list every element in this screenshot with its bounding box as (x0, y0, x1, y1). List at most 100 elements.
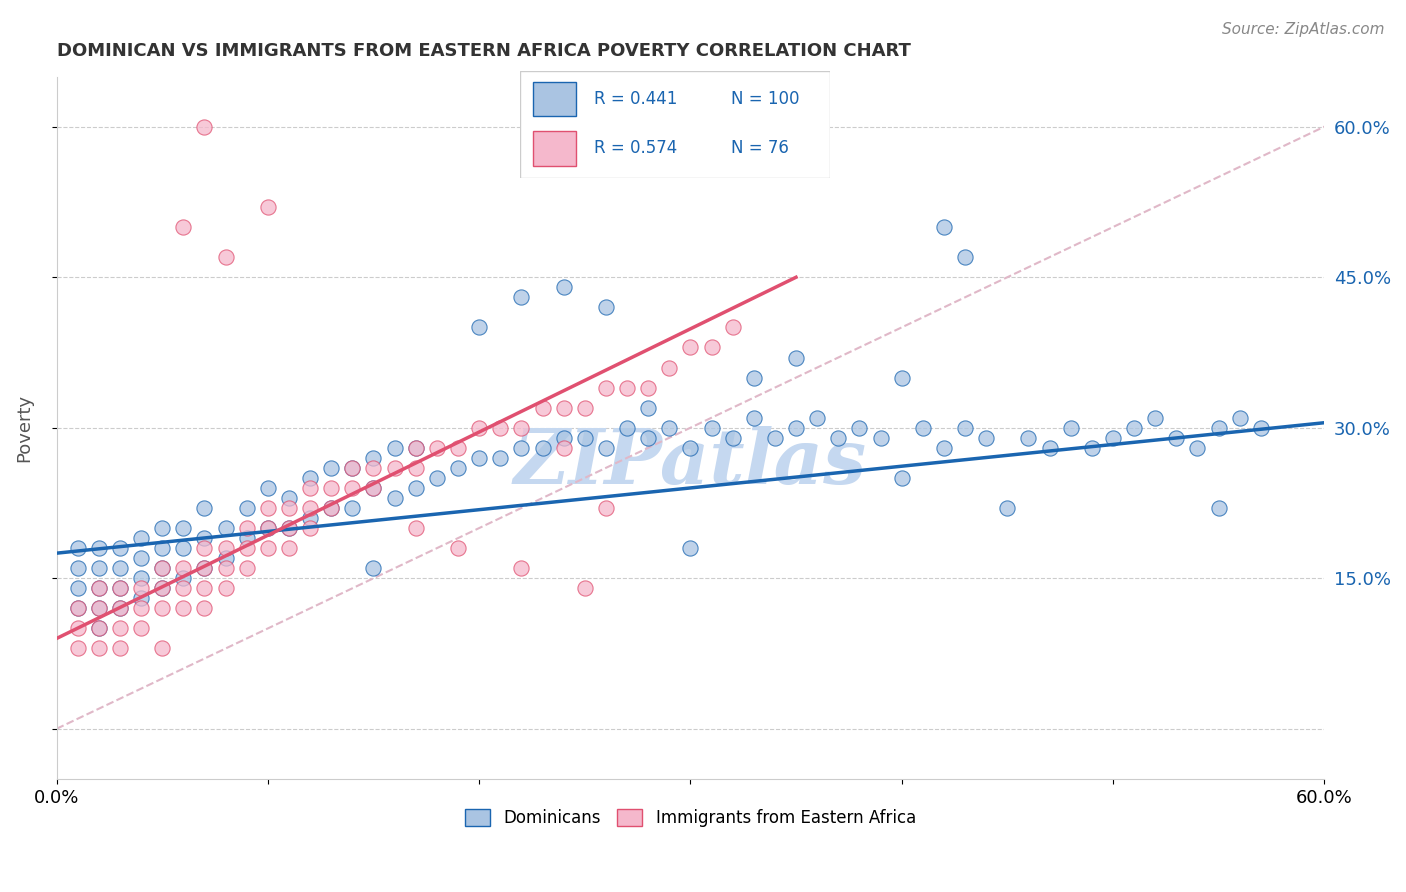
Text: N = 100: N = 100 (731, 90, 799, 108)
Point (405, 461, 427, 475)
Point (595, 301, 617, 315)
Point (108, 582, 131, 596)
Point (384, 461, 406, 475)
Point (150, 521, 173, 535)
Point (129, 531, 152, 545)
Point (66, 561, 89, 575)
Point (1166, 431, 1188, 445)
Point (1123, 421, 1146, 435)
Point (257, 200, 280, 214)
Point (447, 461, 470, 475)
Point (1059, 421, 1081, 435)
Text: R = 0.574: R = 0.574 (595, 139, 678, 157)
Y-axis label: Poverty: Poverty (15, 393, 32, 462)
Point (489, 421, 512, 435)
Point (321, 501, 343, 516)
Point (574, 431, 596, 445)
Point (489, 450, 512, 465)
Point (108, 622, 131, 636)
Point (595, 441, 617, 455)
Point (193, 561, 215, 575)
Point (193, 582, 215, 596)
Text: R = 0.441: R = 0.441 (595, 90, 678, 108)
Point (214, 551, 236, 566)
Point (129, 551, 152, 566)
Point (363, 481, 385, 495)
Point (150, 561, 173, 575)
Point (129, 582, 152, 596)
Point (108, 582, 131, 596)
Point (700, 341, 723, 355)
Point (1144, 410, 1167, 425)
Point (679, 541, 702, 556)
Point (447, 541, 470, 556)
Point (278, 491, 301, 505)
Point (658, 360, 681, 375)
Point (87, 582, 110, 596)
Point (1208, 501, 1230, 516)
Point (700, 421, 723, 435)
Point (235, 531, 257, 545)
Point (150, 582, 173, 596)
Point (890, 370, 912, 384)
Point (193, 501, 215, 516)
Point (890, 471, 912, 485)
Point (426, 471, 449, 485)
Point (108, 601, 131, 615)
Point (1229, 410, 1251, 425)
Point (384, 441, 406, 455)
Point (172, 561, 194, 575)
Point (257, 521, 280, 535)
Point (806, 410, 828, 425)
Point (193, 601, 215, 615)
Point (995, 501, 1018, 516)
Point (363, 450, 385, 465)
Point (911, 421, 934, 435)
Point (510, 561, 533, 575)
Point (869, 431, 891, 445)
Point (953, 250, 976, 264)
Point (553, 401, 575, 415)
Point (405, 481, 427, 495)
Point (1208, 421, 1230, 435)
Point (321, 501, 343, 516)
Point (1038, 441, 1060, 455)
Point (658, 421, 681, 435)
Point (405, 521, 427, 535)
Point (66, 541, 89, 556)
Point (510, 441, 533, 455)
Point (235, 521, 257, 535)
FancyBboxPatch shape (533, 82, 576, 116)
Point (785, 421, 807, 435)
Point (299, 481, 322, 495)
Point (66, 582, 89, 596)
Point (193, 120, 215, 134)
Point (468, 450, 491, 465)
Point (172, 582, 194, 596)
Point (214, 561, 236, 575)
Point (1081, 441, 1104, 455)
Point (405, 441, 427, 455)
Text: N = 76: N = 76 (731, 139, 789, 157)
Text: ZIPatlas: ZIPatlas (513, 425, 868, 500)
Legend: Dominicans, Immigrants from Eastern Africa: Dominicans, Immigrants from Eastern Afri… (458, 802, 922, 834)
Point (510, 421, 533, 435)
Point (150, 641, 173, 656)
Point (66, 622, 89, 636)
Point (108, 641, 131, 656)
Point (66, 601, 89, 615)
Point (129, 571, 152, 585)
Point (108, 561, 131, 575)
Point (87, 601, 110, 615)
Point (299, 471, 322, 485)
Point (172, 39, 194, 54)
Point (87, 601, 110, 615)
Point (150, 561, 173, 575)
Point (574, 401, 596, 415)
Point (848, 421, 870, 435)
Point (342, 501, 364, 516)
Point (721, 431, 744, 445)
FancyBboxPatch shape (520, 71, 830, 178)
Point (87, 622, 110, 636)
Point (531, 401, 554, 415)
